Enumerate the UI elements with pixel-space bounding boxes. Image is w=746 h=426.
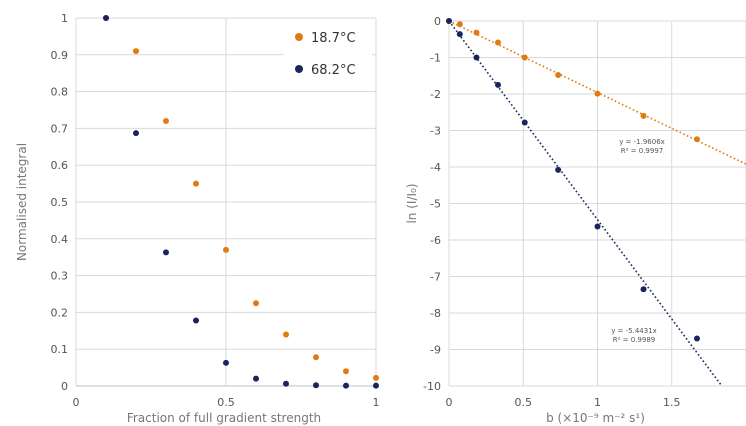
y-tick-label: -10 bbox=[423, 380, 441, 393]
data-point bbox=[223, 246, 229, 253]
legend-background bbox=[284, 22, 372, 88]
x-tick-label: 0 bbox=[73, 396, 80, 409]
data-point bbox=[473, 54, 480, 61]
data-point bbox=[193, 317, 199, 324]
x-tick-label: 0 bbox=[446, 396, 453, 409]
y-tick-label: 0.5 bbox=[51, 196, 69, 209]
legend-label: 18.7°C bbox=[311, 31, 356, 46]
y-tick-label: 0.4 bbox=[51, 233, 69, 246]
chart-normalised-integral: 0 0.5 1 0 0.1 0.2 0.3 0.4 0.5 0.6 0.7 0.8 0.9 1 Fracti… bbox=[15, 12, 380, 425]
data-point bbox=[133, 130, 139, 137]
y-tick-label: -1 bbox=[430, 52, 441, 65]
y-tick-label: 0.2 bbox=[51, 306, 69, 319]
y-tick-label: 0 bbox=[61, 380, 68, 393]
data-point bbox=[163, 118, 169, 125]
y-tick-label: -7 bbox=[430, 271, 441, 284]
data-point bbox=[343, 382, 349, 389]
data-point bbox=[283, 331, 289, 338]
data-point bbox=[473, 29, 480, 36]
data-point bbox=[253, 300, 259, 307]
y-tick-label: -4 bbox=[430, 161, 441, 174]
x-tick-label: 0.5 bbox=[217, 396, 235, 409]
data-point bbox=[456, 31, 463, 38]
data-point bbox=[133, 48, 139, 55]
x-axis-title: b (×10⁻⁹ m⁻² s¹) bbox=[546, 411, 645, 425]
y-tick-label: -9 bbox=[430, 344, 441, 357]
data-point bbox=[521, 119, 528, 126]
y-tick-label: 1 bbox=[61, 12, 68, 25]
x-tick-label: 0.5 bbox=[515, 396, 533, 409]
y-tick-label: -2 bbox=[430, 88, 441, 101]
data-point bbox=[103, 15, 109, 21]
trendline-r-squared: R² = 0.9997 bbox=[621, 147, 663, 155]
data-point bbox=[343, 368, 349, 375]
data-point bbox=[594, 90, 601, 97]
data-point bbox=[555, 72, 562, 79]
trendline-equation: y = -1.9606x bbox=[619, 138, 665, 146]
y-tick-label: 0.9 bbox=[51, 49, 69, 62]
data-point bbox=[313, 382, 319, 389]
y-axis-title: Normalised integral bbox=[15, 143, 29, 261]
data-point bbox=[555, 166, 562, 173]
y-tick-label: 0.8 bbox=[51, 86, 69, 99]
data-point bbox=[456, 21, 463, 28]
data-point bbox=[495, 81, 502, 88]
y-tick-label: 0.1 bbox=[51, 343, 69, 356]
data-point bbox=[163, 249, 169, 256]
x-tick-label: 1 bbox=[594, 396, 601, 409]
y-tick-label: 0 bbox=[434, 15, 441, 28]
y-tick-label: -8 bbox=[430, 307, 441, 320]
chart-log-intensity: 0 0.5 1 1.5 0 -1 -2 -3 -4 -5 -6 -7 -8 -9 -10 b (×10⁻⁹ m… bbox=[405, 15, 746, 425]
trendline-equation: y = -5.4431x bbox=[611, 327, 657, 335]
y-tick-label: -3 bbox=[430, 125, 441, 138]
x-axis-title: Fraction of full gradient strength bbox=[127, 411, 321, 425]
legend-marker bbox=[295, 33, 303, 41]
y-axis-title: ln (I/I₀) bbox=[405, 183, 419, 223]
x-tick-label: 1.5 bbox=[663, 396, 681, 409]
data-point bbox=[640, 112, 647, 119]
data-point bbox=[693, 136, 700, 143]
data-point bbox=[373, 374, 379, 381]
data-point bbox=[446, 18, 452, 24]
data-point bbox=[495, 39, 502, 46]
data-point bbox=[253, 375, 259, 382]
y-tick-label: 0.3 bbox=[51, 270, 69, 283]
x-tick-label: 1 bbox=[373, 396, 380, 409]
legend-marker bbox=[295, 65, 303, 73]
data-point bbox=[193, 180, 199, 187]
y-tick-label: -5 bbox=[430, 198, 441, 211]
legend-label: 68.2°C bbox=[311, 63, 356, 78]
data-point bbox=[693, 335, 700, 342]
data-point bbox=[521, 54, 528, 61]
trendline-r-squared: R² = 0.9989 bbox=[613, 336, 655, 344]
y-tick-label: 0.6 bbox=[51, 159, 69, 172]
data-point bbox=[373, 382, 379, 389]
legend: 18.7°C 68.2°C bbox=[284, 22, 372, 88]
data-point bbox=[594, 223, 601, 230]
y-tick-label: -6 bbox=[430, 234, 441, 247]
y-tick-label: 0.7 bbox=[51, 122, 69, 135]
data-point bbox=[283, 380, 289, 387]
data-point bbox=[223, 359, 229, 366]
data-point bbox=[640, 286, 647, 293]
data-point bbox=[313, 354, 319, 361]
